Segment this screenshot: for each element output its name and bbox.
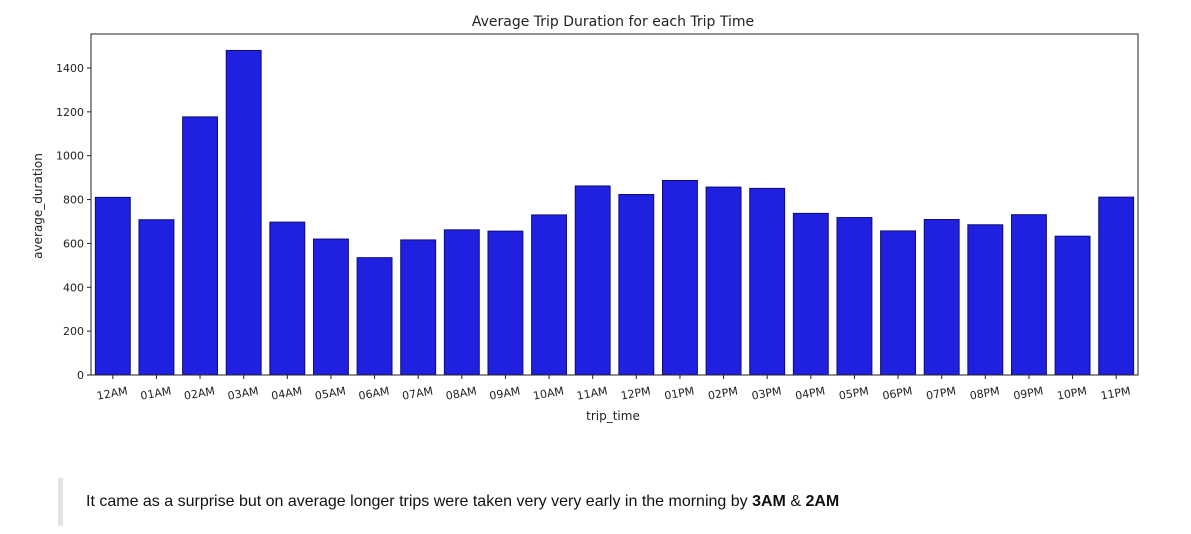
x-tick-label: 08AM [445,384,478,402]
x-tick-label: 10AM [532,384,565,402]
bar-09am [487,230,524,376]
y-axis-ticks: 0 200 400 600 800 1000 1200 1400 [56,62,91,382]
bar-09pm [1010,214,1047,376]
x-axis-ticks: 12AM 01AM 02AM 03AM 04AM 05AM 06AM 07AM 08AM 09AM… [96,375,1132,403]
y-tick-label: 200 [63,325,84,338]
y-tick-label: 1000 [56,150,84,163]
x-tick-label: 02AM [183,384,216,402]
bar-10pm [1054,235,1091,376]
y-tick-label: 600 [63,237,84,250]
commentary-text: It came as a surprise but on average lon… [86,493,839,511]
bar-01pm [661,179,698,376]
bar-02pm [705,186,742,376]
x-tick-label: 07PM [925,385,957,403]
x-tick-label: 12AM [96,384,129,402]
y-axis-label: average_duration [31,153,45,259]
x-tick-label: 07AM [401,384,434,402]
x-tick-label: 04AM [270,384,303,402]
bar-04am [269,221,306,376]
y-tick-label: 1400 [56,62,84,75]
commentary-blockquote: It came as a surprise but on average lon… [58,478,1158,526]
x-tick-label: 09PM [1012,385,1044,403]
x-tick-label: 01PM [663,385,695,403]
bars-group [94,49,1135,376]
y-tick-label: 800 [63,194,84,207]
bar-03pm [749,187,786,376]
bar-06pm [880,230,917,376]
commentary-joiner: & [785,493,806,510]
x-tick-label: 01AM [139,384,172,402]
bar-11pm [1098,196,1135,376]
x-tick-label: 05PM [838,385,870,403]
x-tick-label: 05AM [314,384,347,402]
y-tick-label: 0 [77,369,84,382]
y-tick-label: 400 [63,281,84,294]
commentary-bold-2am: 2AM [805,493,840,510]
x-tick-label: 10PM [1056,385,1088,403]
bar-06am [356,257,393,376]
bar-08am [443,229,480,376]
x-tick-label: 06PM [881,385,913,403]
commentary-prefix: It came as a surprise but on average lon… [86,493,753,510]
bar-10am [531,214,568,376]
bar-02am [182,116,219,376]
x-tick-label: 09AM [488,384,521,402]
bar-05am [312,238,349,376]
bar-07am [400,239,437,376]
x-tick-label: 12PM [620,385,652,403]
bar-03am [225,49,262,376]
x-tick-label: 03AM [227,384,260,402]
x-tick-label: 04PM [794,385,826,403]
x-tick-label: 11AM [576,384,609,402]
y-tick-label: 1200 [56,106,84,119]
x-tick-label: 11PM [1100,385,1132,403]
bar-04pm [792,212,829,376]
bar-01am [138,219,175,376]
bar-05pm [836,217,873,376]
bar-11am [574,185,611,376]
x-tick-label: 03PM [751,385,783,403]
plot-frame [90,33,1139,376]
bar-12am [94,196,131,376]
commentary-bold-3am: 3AM [752,493,786,510]
x-tick-label: 08PM [969,385,1001,403]
x-axis-label: trip_time [586,409,640,423]
chart-title: Average Trip Duration for each Trip Time [472,14,754,30]
x-tick-label: 06AM [358,384,391,402]
x-tick-label: 02PM [707,385,739,403]
bar-chart: Average Trip Duration for each Trip Time… [31,14,1139,423]
bar-12pm [618,194,655,376]
bar-08pm [967,224,1004,376]
bar-07pm [923,219,960,376]
